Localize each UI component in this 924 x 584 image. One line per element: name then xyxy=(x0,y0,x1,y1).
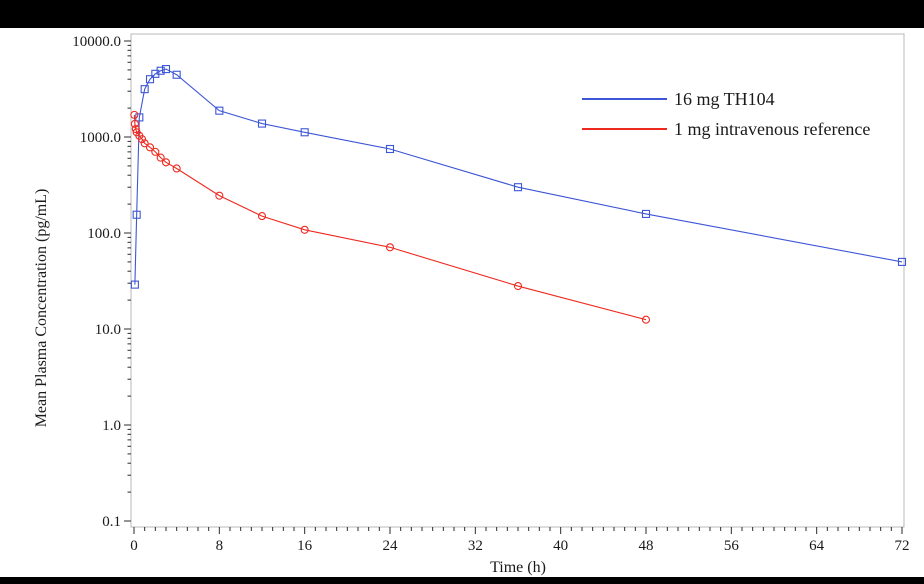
data-point-circle xyxy=(145,143,155,152)
y-axis-title: Mean Plasma Concentration (pg/mL) xyxy=(33,189,50,428)
data-point-square xyxy=(130,280,139,289)
data-point-square xyxy=(135,113,144,122)
data-point-circle xyxy=(215,191,224,200)
plot-frame xyxy=(130,33,905,528)
x-tick-label: 16 xyxy=(297,538,313,554)
data-point-circle xyxy=(641,315,651,324)
data-point-square xyxy=(215,106,224,115)
data-point-square xyxy=(161,65,171,74)
y-tick-label: 100.0 xyxy=(87,226,121,242)
legend: 16 mg TH104 1 mg intravenous reference xyxy=(582,89,870,139)
data-point-circle xyxy=(131,125,140,134)
data-point-square xyxy=(513,183,523,192)
data-point-circle xyxy=(385,243,395,252)
x-tick-label: 24 xyxy=(383,538,399,554)
y-tick-label: 10000.0 xyxy=(72,34,121,50)
x-axis-tick-labels: 0 8 16 24 32 40 48 56 64 72 xyxy=(130,538,909,554)
y-axis-tick-labels: 10000.0 1000.0 100.0 10.0 1.0 0.1 xyxy=(72,34,121,530)
y-tick-label: 1.0 xyxy=(102,418,121,434)
data-point-circle xyxy=(161,158,171,167)
top-black-bar xyxy=(0,0,924,28)
data-point-square xyxy=(897,257,907,266)
data-point-circle xyxy=(137,135,147,144)
data-point-square xyxy=(132,210,141,219)
data-point-circle xyxy=(130,119,139,128)
data-point-square xyxy=(145,75,155,84)
x-tick-label: 0 xyxy=(130,538,138,554)
x-tick-label: 48 xyxy=(639,538,654,554)
data-point-circle xyxy=(156,153,165,162)
series-line-16mg-th104 xyxy=(134,68,903,285)
y-tick-label: 0.1 xyxy=(102,514,121,530)
data-point-circle xyxy=(130,110,139,119)
data-point-square xyxy=(385,144,395,154)
series-group xyxy=(130,65,907,324)
x-tick-label: 56 xyxy=(724,538,740,554)
data-point-square xyxy=(257,119,267,128)
data-point-square xyxy=(172,70,181,79)
data-point-circle xyxy=(172,164,181,173)
y-tick-label: 1000.0 xyxy=(80,130,121,146)
legend-label-16mg-th104: 16 mg TH104 xyxy=(674,89,775,109)
x-tick-label: 64 xyxy=(809,538,825,554)
data-point-circle xyxy=(257,212,267,221)
data-point-square xyxy=(156,66,165,75)
data-point-circle xyxy=(300,225,309,234)
x-tick-label: 40 xyxy=(553,538,568,554)
x-tick-label: 72 xyxy=(895,538,910,554)
data-point-square xyxy=(641,209,651,218)
data-point-circle xyxy=(513,282,523,291)
bottom-black-bar xyxy=(0,577,924,584)
data-point-square xyxy=(140,85,149,94)
y-axis-ticks xyxy=(124,40,131,522)
x-axis-ticks xyxy=(133,527,903,534)
y-tick-label: 10.0 xyxy=(95,322,121,338)
x-tick-label: 8 xyxy=(216,538,224,554)
x-axis-title: Time (h) xyxy=(490,559,546,576)
x-tick-label: 32 xyxy=(468,538,483,554)
legend-label-1mg-iv-reference: 1 mg intravenous reference xyxy=(674,119,870,139)
data-point-circle xyxy=(151,147,160,156)
data-point-square xyxy=(300,128,309,137)
data-point-circle xyxy=(140,139,149,148)
